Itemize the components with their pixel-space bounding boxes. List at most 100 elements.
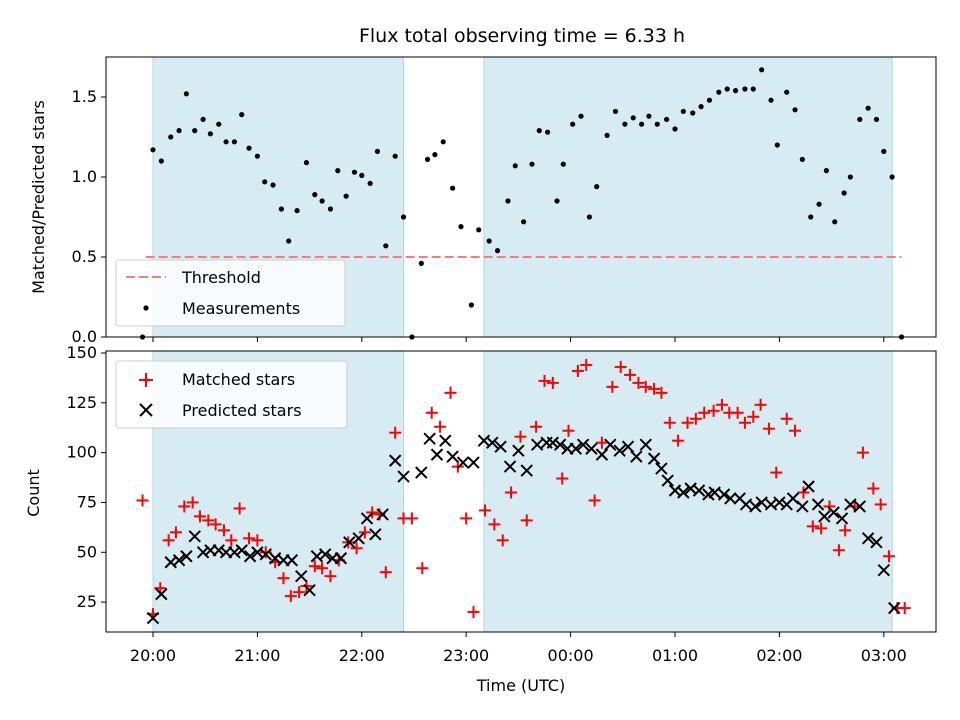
measurement-point (319, 198, 325, 204)
measurement-point (207, 131, 214, 137)
predicted-star-stroke (439, 434, 452, 447)
predicted-star-point (172, 554, 186, 567)
y-tick-label: 0.0 (72, 327, 97, 346)
predicted-star-point (630, 450, 643, 463)
predicted-star-point (319, 548, 332, 561)
predicted-star-point (415, 466, 428, 479)
matched-star-point (316, 562, 329, 575)
matched-star-point (655, 386, 668, 399)
predicted-star-point (811, 498, 825, 511)
measurements-legend-label: Measurements (182, 299, 300, 318)
measurement-point (680, 108, 686, 114)
predicted-legend-label: Predicted stars (182, 401, 302, 420)
predicted-star-stroke (621, 440, 635, 453)
matched-star-point (747, 410, 760, 423)
matched-star-point (839, 524, 852, 537)
predicted-star-point (439, 434, 452, 447)
x-tick-label: 01:00 (652, 646, 698, 665)
predicted-star-stroke (877, 564, 891, 577)
measurement-point (716, 89, 722, 95)
threshold-legend-label: Threshold (181, 268, 261, 287)
chart-title: Flux total observing time = 6.33 h (359, 25, 685, 47)
predicted-star-stroke (655, 462, 668, 475)
measurement-point (774, 142, 780, 148)
predicted-star-point (486, 436, 499, 449)
predicted-star-point (655, 462, 668, 475)
matched-star-point (632, 376, 645, 389)
measurement-point (873, 116, 880, 122)
predicted-star-stroke (243, 550, 257, 563)
x-tick-label: 23:00 (443, 646, 489, 665)
predicted-star-point (228, 546, 241, 559)
matched-star-point (639, 380, 652, 393)
measurement-point (759, 67, 765, 73)
predicted-star-stroke (360, 512, 374, 525)
matched-star-point (883, 550, 896, 563)
predicted-star-stroke (334, 552, 348, 565)
measurement-point (192, 128, 198, 134)
matched-star-point (624, 368, 637, 381)
measurement-point (168, 134, 174, 140)
matched-star-point (366, 506, 379, 519)
measurement-point (494, 248, 501, 254)
matched-star-point (832, 544, 845, 557)
predicted-star-point (388, 454, 402, 467)
predicted-star-point (503, 460, 517, 473)
predicted-star-point (352, 532, 365, 545)
matched-star-point (789, 424, 802, 437)
matched-star-point (209, 518, 222, 531)
matched-star-point (178, 500, 191, 513)
measurement-point (158, 158, 164, 164)
matched-star-point (350, 542, 363, 555)
predicted-star-point (773, 496, 786, 509)
top-panel: 0.0 0.5 1.0 1.5 Matched/Predicted stars Thr… (29, 56, 937, 346)
predicted-star-stroke (677, 486, 690, 499)
measurement-point (578, 113, 584, 119)
predicted-star-stroke (764, 498, 778, 511)
predicted-star-point (802, 480, 815, 493)
matched-star-point (898, 602, 911, 615)
measurement-point (768, 97, 774, 103)
predicted-star-stroke (749, 500, 762, 513)
measurement-point (529, 161, 535, 167)
measurement-point (742, 86, 748, 92)
predicted-star-stroke (835, 512, 849, 525)
predicted-star-stroke (844, 498, 857, 511)
predicted-star-stroke (180, 550, 193, 563)
matched-star-point (193, 510, 206, 523)
measurement-point (784, 89, 790, 95)
y-tick-label: 1.0 (72, 167, 97, 186)
predicted-star-stroke (303, 583, 316, 597)
y-tick-label: 1.5 (72, 87, 97, 106)
measurement-point (343, 193, 349, 199)
predicted-star-stroke (796, 500, 809, 513)
measurement-point (486, 238, 492, 244)
predicted-star-stroke (503, 460, 517, 473)
predicted-star-stroke (724, 492, 737, 505)
measurement-point (832, 219, 838, 225)
shaded-span (483, 57, 893, 337)
predicted-star-stroke (228, 546, 241, 559)
measurement-point (586, 214, 592, 220)
predicted-star-point (369, 528, 382, 541)
predicted-star-stroke (172, 554, 186, 567)
predicted-star-stroke (888, 601, 901, 615)
measurement-point (841, 190, 847, 196)
matched-star-point (259, 546, 272, 559)
predicted-star-point (512, 444, 525, 457)
measurement-point (335, 168, 341, 174)
measurement-point (392, 153, 398, 159)
predicted-star-point (692, 484, 706, 497)
y-tick-label: 100 (66, 443, 97, 462)
measurement-point (440, 139, 446, 145)
matched-star-point (277, 572, 290, 585)
x-tick-label: 20:00 (130, 646, 176, 665)
predicted-star-stroke (423, 432, 436, 445)
predicted-star-stroke (376, 508, 389, 521)
predicted-star-stroke (295, 569, 308, 583)
measurement-point (792, 107, 798, 113)
predicted-star-stroke (630, 450, 643, 463)
measurement-point (750, 86, 756, 92)
predicted-star-stroke (708, 486, 721, 499)
predicted-star-point (155, 587, 168, 601)
